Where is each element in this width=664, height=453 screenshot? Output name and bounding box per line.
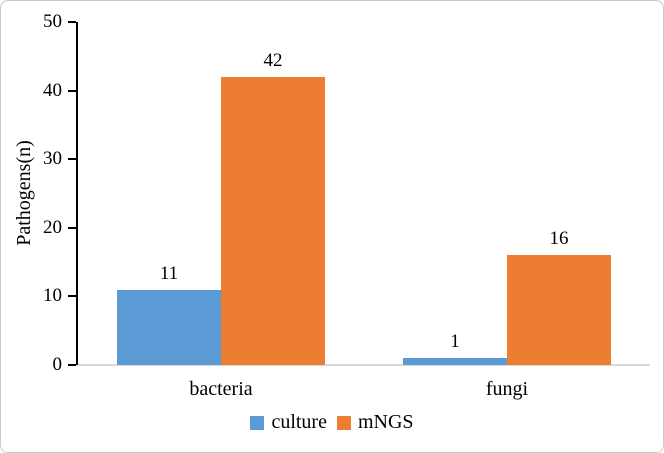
category-label-fungi: fungi <box>485 378 529 400</box>
y-tick-label: 10 <box>43 285 62 307</box>
y-axis-line <box>76 22 78 365</box>
bar-bacteria-mNGS <box>221 76 325 365</box>
legend-label-mNGS: mNGS <box>357 411 414 433</box>
legend-swatch-culture <box>250 415 265 430</box>
bar-value-label-bacteria-culture: 11 <box>159 262 179 284</box>
y-tick-label: 50 <box>43 11 62 32</box>
category-label-bacteria: bacteria <box>189 378 253 400</box>
x-axis-line <box>78 364 650 366</box>
legend-item-mNGS: mNGS <box>336 411 414 434</box>
y-tick-label: 0 <box>52 354 63 375</box>
legend-item-culture: culture <box>250 411 327 434</box>
legend-swatch-mNGS <box>336 415 351 430</box>
y-tick-mark <box>68 89 76 92</box>
bar-fungi-mNGS <box>507 255 611 365</box>
y-tick-label: 20 <box>43 216 62 238</box>
y-tick-mark <box>68 364 76 366</box>
bar-value-label-bacteria-mNGS: 42 <box>263 49 283 71</box>
bar-value-label-fungi-culture: 1 <box>450 331 460 353</box>
legend-label-culture: culture <box>271 411 327 433</box>
y-tick-mark <box>68 295 76 298</box>
bar-value-label-fungi-mNGS: 16 <box>549 228 569 250</box>
y-tick-mark <box>68 21 76 23</box>
y-tick-label: 40 <box>43 79 62 101</box>
legend: culture mNGS <box>1 411 663 434</box>
bar-bacteria-culture <box>117 289 221 365</box>
bar-fungi-culture <box>403 358 507 365</box>
y-tick-mark <box>68 226 76 229</box>
y-tick-mark <box>68 158 76 161</box>
y-tick-label: 30 <box>43 148 62 170</box>
